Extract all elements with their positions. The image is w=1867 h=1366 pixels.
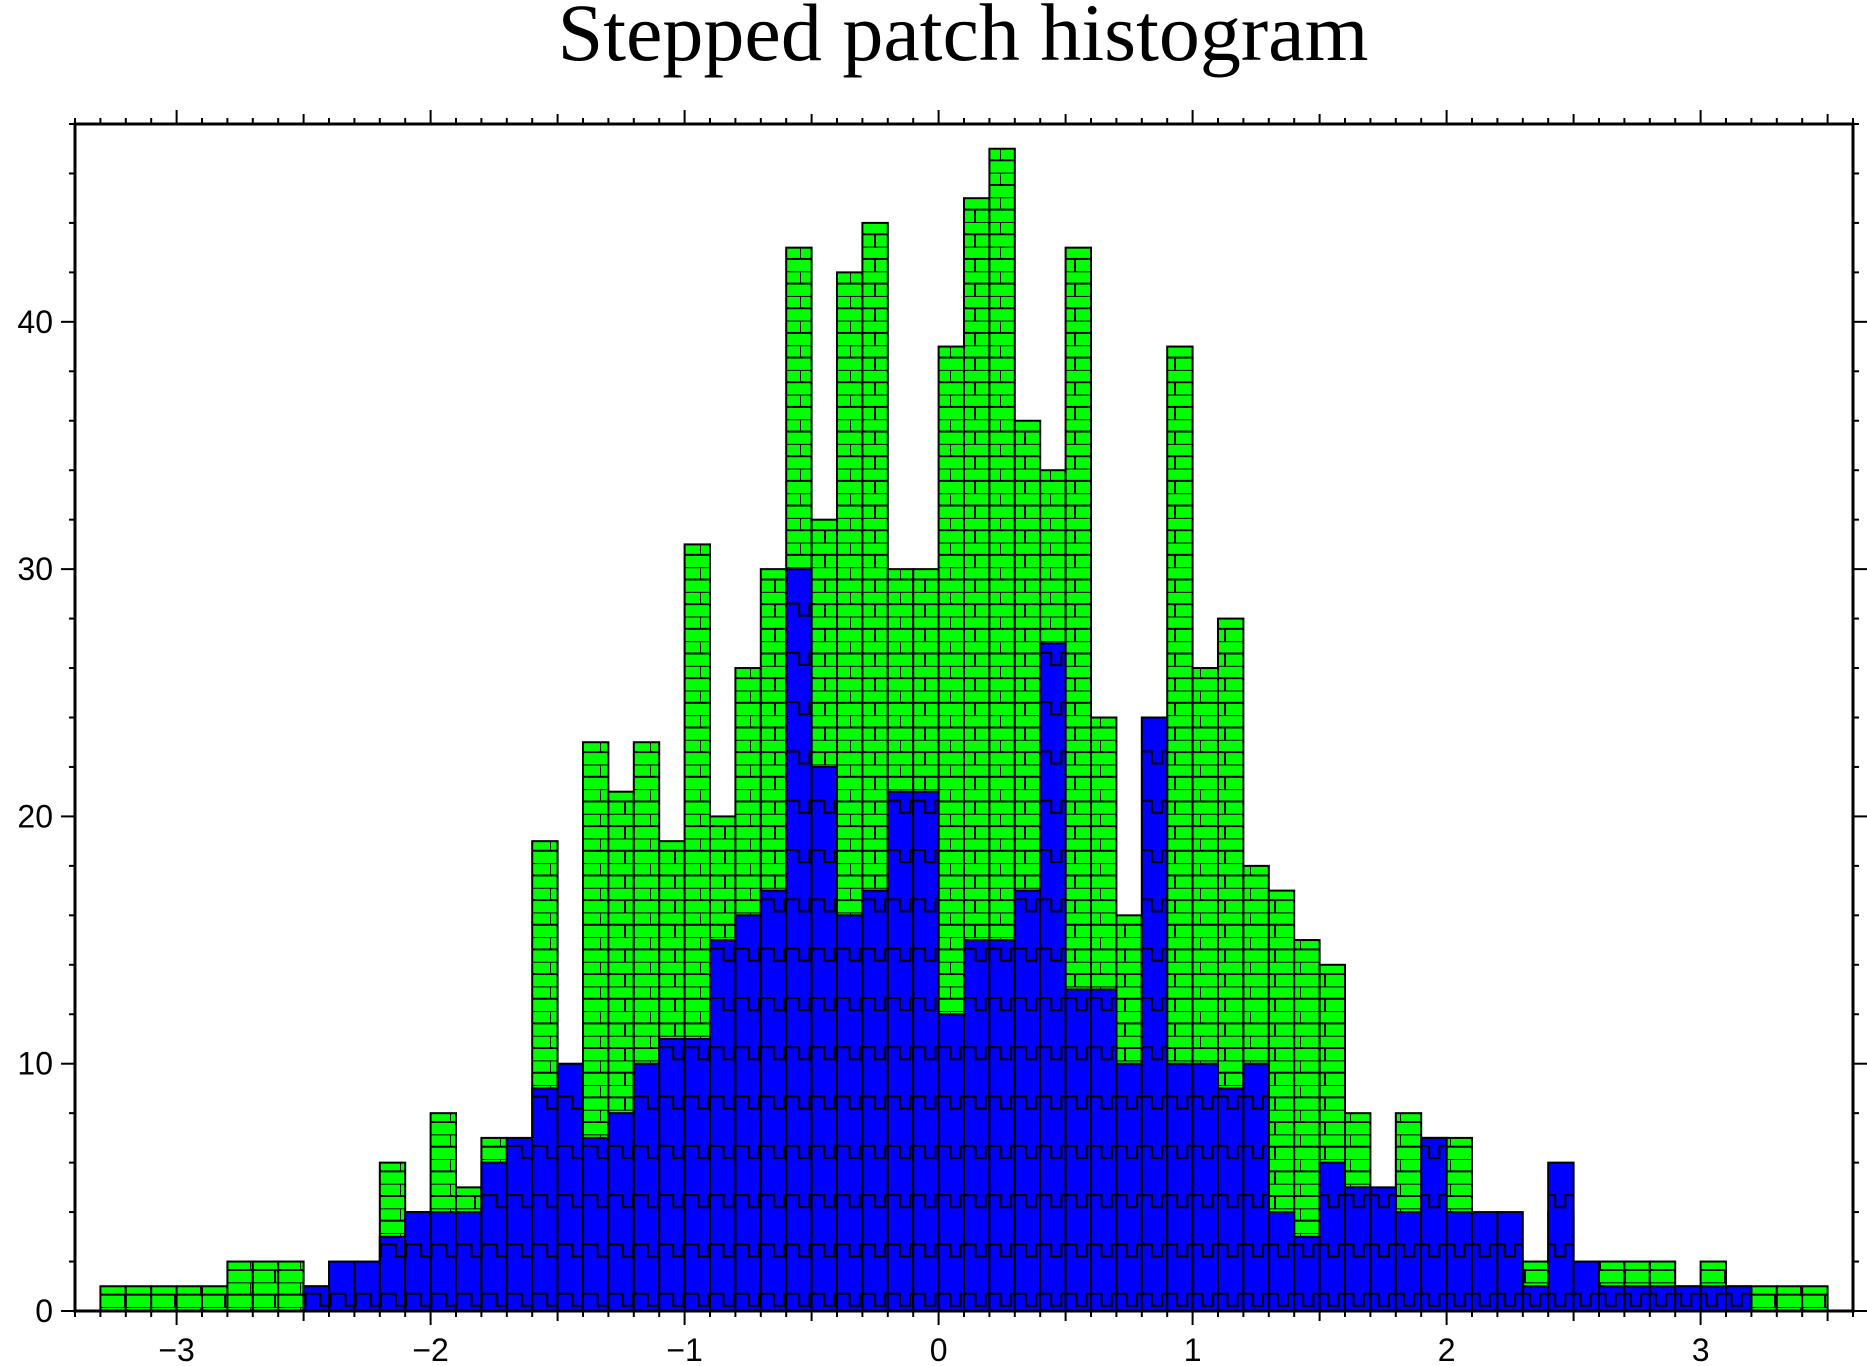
histogram-bar: [1699, 1285, 1727, 1313]
histogram-bar: [582, 1136, 610, 1313]
histogram-bar: [1623, 1285, 1651, 1313]
chart-title: Stepped patch histogram: [558, 0, 1369, 78]
x-tick-label: 2: [1438, 1332, 1456, 1366]
histogram-bar: [937, 1013, 965, 1312]
histogram-bar: [963, 939, 991, 1312]
histogram-bar: [251, 1260, 280, 1313]
y-tick-label: 10: [17, 1046, 53, 1082]
histogram-bar: [150, 1285, 178, 1313]
histogram-bar: [1191, 1062, 1219, 1312]
histogram-bar: [353, 1260, 381, 1313]
histogram-series-layer: [99, 147, 1829, 1313]
histogram-bar: [709, 939, 737, 1312]
histogram-bar: [1090, 988, 1118, 1313]
histogram-bar: [1039, 642, 1067, 1312]
histogram-bar: [836, 914, 864, 1313]
histogram-bar: [1394, 1211, 1423, 1312]
histogram-bar: [455, 1211, 483, 1312]
histogram-bar: [861, 889, 889, 1312]
x-tick-label: 0: [930, 1332, 948, 1366]
histogram-bar: [1013, 889, 1042, 1312]
histogram-bar: [99, 1285, 127, 1313]
histogram-bar: [175, 1285, 204, 1313]
x-tick-label: 3: [1692, 1332, 1710, 1366]
histogram-bar: [556, 1062, 584, 1312]
histogram-bar: [1496, 1211, 1524, 1312]
histogram-bar: [734, 914, 762, 1313]
histogram-bar: [505, 1136, 534, 1313]
histogram-bar: [1725, 1285, 1753, 1313]
histogram-bar: [201, 1285, 229, 1313]
histogram-bar: [785, 568, 813, 1313]
histogram-bar: [1598, 1285, 1626, 1313]
x-axis-labels: −3 −2 −1 0 1 2 3: [158, 1332, 1709, 1366]
histogram-bar: [1318, 1161, 1346, 1313]
histogram-bar: [1369, 1186, 1397, 1312]
histogram-bar: [1140, 716, 1169, 1312]
histogram-bar: [1267, 1211, 1296, 1312]
histogram-bar: [378, 1235, 407, 1313]
y-tick-label: 40: [17, 304, 53, 340]
histogram-bar: [1344, 1186, 1372, 1312]
histogram-bar: [759, 889, 788, 1312]
histogram-bar: [1521, 1285, 1550, 1313]
histogram-bar: [1115, 1062, 1143, 1312]
x-tick-label: −2: [412, 1332, 448, 1366]
histogram-bar: [1674, 1285, 1702, 1313]
histogram-bar: [1801, 1285, 1829, 1313]
histogram-bar: [277, 1260, 305, 1313]
histogram-bar: [886, 790, 915, 1312]
histogram-bar: [1217, 1087, 1245, 1312]
histogram-bar: [1166, 1062, 1194, 1312]
histogram-bar: [1471, 1211, 1499, 1312]
histogram-bar: [1064, 988, 1092, 1313]
histogram-bar: [531, 1087, 559, 1312]
histogram-bar: [607, 1112, 635, 1313]
histogram-bar: [658, 1037, 686, 1312]
histogram-bar: [302, 1285, 331, 1313]
y-axis-labels: 0 10 20 30 40: [17, 304, 53, 1329]
x-tick-label: 1: [1184, 1332, 1202, 1366]
histogram-bar: [1750, 1285, 1778, 1313]
histogram-bar: [810, 765, 838, 1312]
histogram-bar: [1572, 1260, 1600, 1313]
histogram-bar: [429, 1211, 458, 1312]
histogram-bar: [226, 1260, 254, 1313]
histogram-bar: [1648, 1285, 1677, 1313]
y-tick-label: 20: [17, 798, 53, 834]
histogram-bar: [1420, 1136, 1448, 1313]
axis-ticks: [61, 110, 1867, 1325]
histogram-bar: [404, 1211, 432, 1312]
histogram-bar: [124, 1285, 153, 1313]
histogram-bar: [988, 939, 1016, 1312]
y-tick-label: 30: [17, 551, 53, 587]
y-tick-label: 0: [35, 1293, 53, 1329]
histogram-bar: [1547, 1161, 1575, 1313]
histogram-bar: [632, 1062, 661, 1312]
histogram-bar: [912, 790, 940, 1312]
histogram-bar: [328, 1260, 356, 1313]
histogram-bar: [1293, 1235, 1321, 1313]
x-tick-label: −3: [158, 1332, 194, 1366]
x-tick-label: −1: [666, 1332, 702, 1366]
histogram-bar: [480, 1161, 508, 1313]
histogram-bar: [683, 1037, 711, 1312]
histogram-bar: [1775, 1285, 1804, 1313]
histogram-bar: [1242, 1062, 1270, 1312]
histogram-series-2: [302, 568, 1753, 1313]
histogram-bar: [1445, 1211, 1473, 1312]
